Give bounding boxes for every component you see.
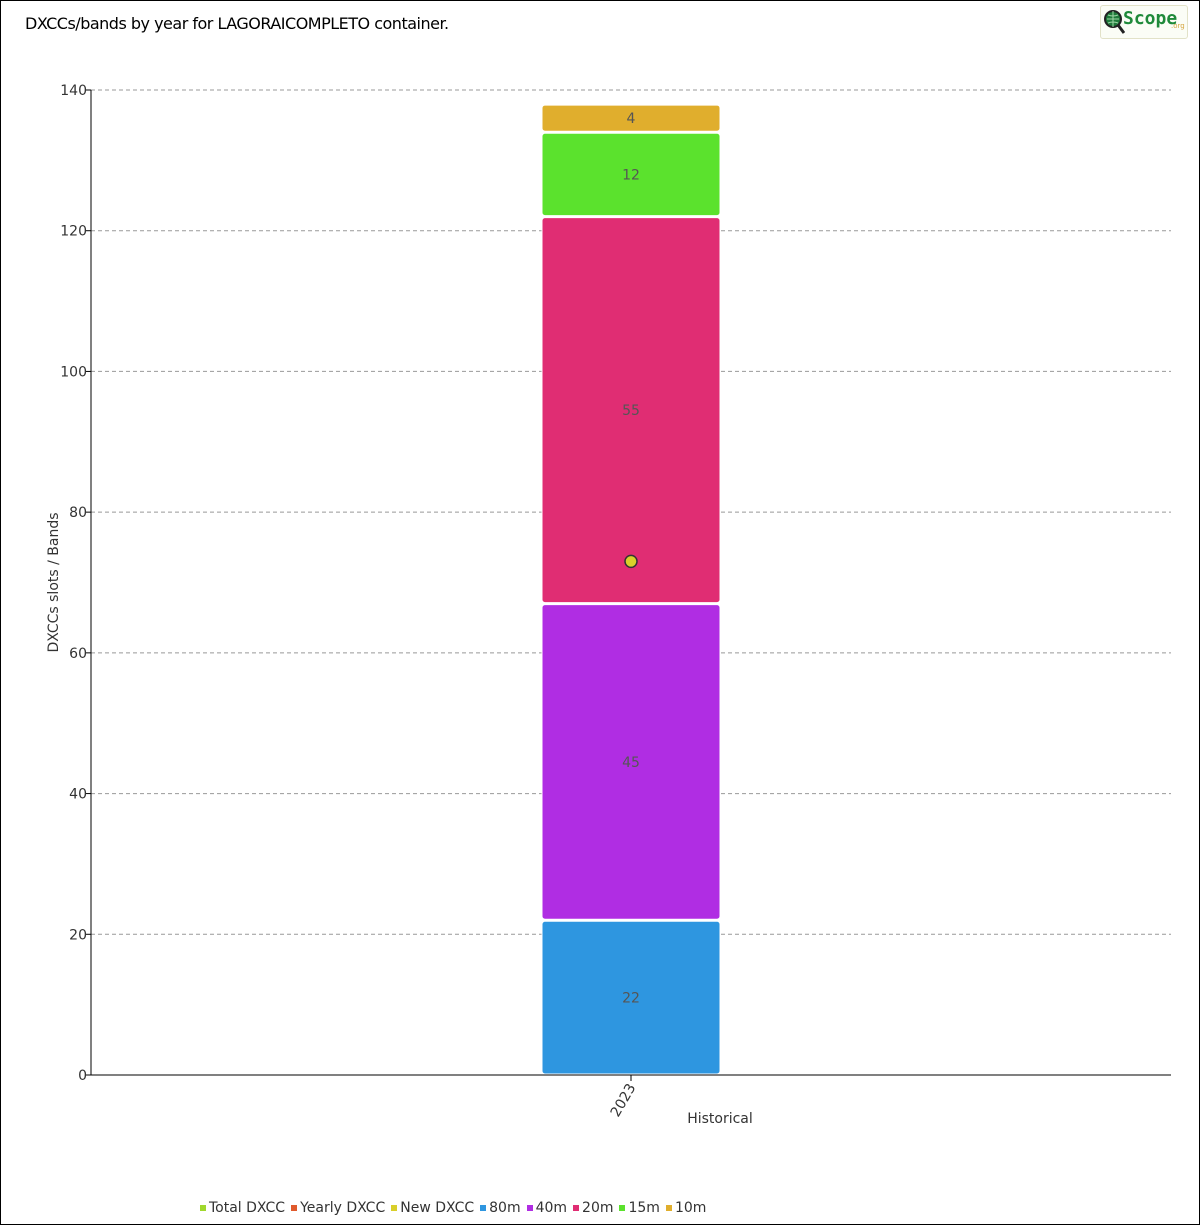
legend-item-40m[interactable]: 40m [526, 1200, 568, 1216]
chart-title: DXCCs/bands by year for LAGORAICOMPLETO … [25, 14, 449, 33]
y-tick-label: 60 [69, 646, 87, 662]
legend-swatch [619, 1205, 626, 1211]
y-tick-label: 100 [60, 364, 87, 380]
y-tick-label: 140 [60, 83, 87, 99]
x-tick-label: 2023 [608, 1081, 640, 1120]
qrzscope-logo[interactable]: Scope .org [1100, 5, 1188, 39]
y-tick-label: 40 [69, 787, 87, 803]
y-tick-label: 20 [69, 927, 87, 943]
bar-segment-15m[interactable] [541, 132, 721, 217]
data-label-40m: 45 [622, 755, 640, 771]
legend-label: 15m [628, 1200, 660, 1216]
legend-swatch [665, 1205, 672, 1211]
legend-label: New DXCC [400, 1200, 475, 1216]
x-axis-title: Historical [687, 1111, 753, 1127]
point-new-dxcc[interactable] [624, 554, 638, 569]
legend-item-10m[interactable]: 10m [665, 1200, 707, 1216]
legend-swatch [200, 1205, 206, 1211]
bar-segment-10m[interactable] [541, 104, 721, 132]
y-tick-label: 80 [69, 505, 87, 521]
legend-swatch [526, 1205, 533, 1211]
y-tick-label: 0 [78, 1068, 87, 1084]
y-tick-labels: 0 20 40 60 80 100 120 140 [60, 83, 91, 1084]
legend-label: 10m [674, 1200, 707, 1216]
legend-label: 80m [489, 1200, 521, 1216]
legend-item-20m[interactable]: 20m [573, 1200, 613, 1216]
legend-label: Yearly DXCC [300, 1200, 386, 1216]
legend-swatch [391, 1205, 398, 1211]
legend-label: Total DXCC [209, 1200, 286, 1216]
y-tick-label: 120 [60, 224, 87, 240]
data-label-15m: 12 [622, 167, 640, 183]
bar-stack: 22 45 55 12 4 [541, 104, 721, 1075]
legend-item-80m[interactable]: 80m [480, 1200, 521, 1216]
data-label-80m: 22 [622, 991, 640, 1007]
magnifier-globe-icon [1104, 10, 1125, 34]
bar-segment-20m[interactable] [541, 217, 721, 604]
legend-item-yearly-dxcc[interactable]: Yearly DXCC [291, 1200, 385, 1216]
point-markers [624, 554, 638, 569]
legend: Total DXCC Yearly DXCC New DXCC 80m 40m 20m 15… [200, 1200, 706, 1216]
legend-item-new-dxcc[interactable]: New DXCC [391, 1200, 474, 1216]
y-axis-title: DXCCs slots / Bands [46, 512, 62, 652]
legend-label: 40m [535, 1200, 568, 1216]
legend-item-15m[interactable]: 15m [619, 1200, 660, 1216]
bar-segment-40m[interactable] [541, 604, 721, 920]
data-label-10m: 4 [627, 111, 636, 127]
legend-item-total-dxcc[interactable]: Total DXCC [200, 1200, 285, 1216]
logo-suffix: .org [1171, 22, 1185, 30]
legend-label: 20m [582, 1200, 614, 1216]
legend-swatch [573, 1205, 580, 1211]
logo-text: Scope [1123, 8, 1178, 29]
bar-segment-80m[interactable] [541, 920, 721, 1075]
legend-swatch [291, 1205, 298, 1211]
data-label-20m: 55 [622, 403, 640, 419]
legend-swatch [480, 1205, 487, 1211]
